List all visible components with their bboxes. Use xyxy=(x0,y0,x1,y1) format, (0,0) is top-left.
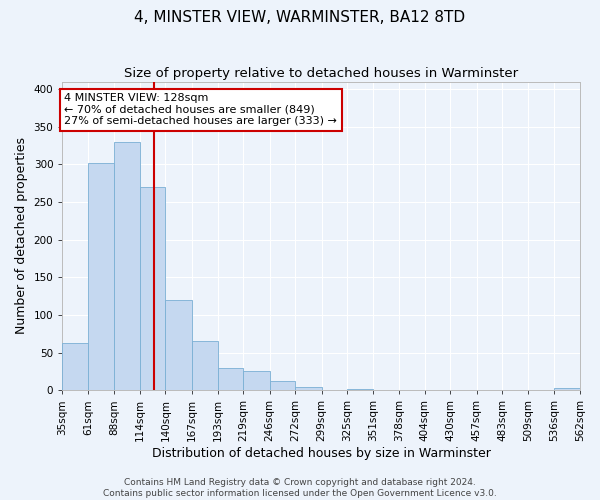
Bar xyxy=(88,163,115,390)
Bar xyxy=(347,389,373,390)
Bar xyxy=(269,380,295,390)
Text: 4 MINSTER VIEW: 128sqm
← 70% of detached houses are smaller (849)
27% of semi-de: 4 MINSTER VIEW: 128sqm ← 70% of detached… xyxy=(64,93,337,126)
Text: 4, MINSTER VIEW, WARMINSTER, BA12 8TD: 4, MINSTER VIEW, WARMINSTER, BA12 8TD xyxy=(134,10,466,25)
Bar xyxy=(554,388,580,390)
Bar xyxy=(140,187,166,390)
Bar xyxy=(166,300,192,390)
Bar xyxy=(218,368,243,390)
Title: Size of property relative to detached houses in Warminster: Size of property relative to detached ho… xyxy=(124,68,518,80)
Bar xyxy=(243,372,269,390)
Bar xyxy=(192,342,218,390)
Bar xyxy=(115,142,140,390)
Text: Contains HM Land Registry data © Crown copyright and database right 2024.
Contai: Contains HM Land Registry data © Crown c… xyxy=(103,478,497,498)
Bar xyxy=(62,343,88,390)
X-axis label: Distribution of detached houses by size in Warminster: Distribution of detached houses by size … xyxy=(152,447,491,460)
Bar xyxy=(295,388,322,390)
Y-axis label: Number of detached properties: Number of detached properties xyxy=(15,138,28,334)
